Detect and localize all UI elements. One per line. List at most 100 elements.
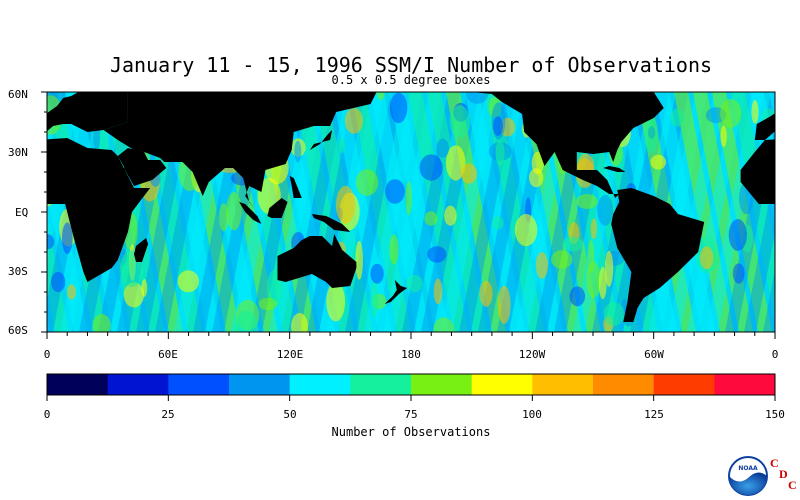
- swath-patch: [177, 270, 200, 293]
- swath-patch: [326, 282, 346, 322]
- swath-patch: [699, 246, 714, 270]
- lat-label-60s: 60S: [8, 324, 28, 337]
- swath-patch: [66, 284, 77, 300]
- cb-label-50: 50: [283, 408, 296, 421]
- africa-landmass: [47, 138, 151, 282]
- swath-patch: [598, 266, 607, 300]
- cb-label-25: 25: [161, 408, 174, 421]
- swath-patch: [650, 154, 667, 170]
- longitude-ticks: [46, 332, 776, 339]
- swath-band: [503, 92, 563, 332]
- swath-patch: [531, 151, 544, 175]
- swath-patch: [514, 214, 538, 247]
- africa-landmass: [740, 139, 775, 204]
- swath-band: [744, 170, 775, 332]
- swath-patch: [732, 263, 745, 284]
- swath-patch: [575, 194, 599, 209]
- lon-label-60e: 60E: [158, 348, 178, 361]
- madagascar-landmass: [134, 238, 149, 262]
- swath-patch: [644, 116, 659, 154]
- swath-patch: [728, 219, 747, 251]
- swath-patch: [603, 302, 625, 326]
- colorbar-swatch: [714, 374, 776, 395]
- lon-label-180: 180: [401, 348, 421, 361]
- swath-patch: [492, 216, 504, 230]
- lat-label-eq: EQ: [15, 206, 28, 219]
- swath-patch: [720, 99, 742, 128]
- cdc-logo: C D C: [770, 456, 797, 492]
- swath-band: [370, 92, 430, 332]
- swath-patch: [406, 275, 423, 293]
- swath-band: [782, 92, 800, 332]
- chart-subtitle: 0.5 x 0.5 degree boxes: [332, 73, 491, 87]
- lon-label-60w: 60W: [644, 348, 664, 361]
- samerica-landmass: [611, 188, 705, 322]
- swath-patch: [604, 250, 614, 287]
- lat-label-60n: 60N: [8, 88, 28, 101]
- swath-patch: [370, 280, 379, 318]
- swath-patch: [465, 92, 489, 104]
- colorbar-swatch: [47, 374, 109, 395]
- swath-patch: [123, 282, 145, 308]
- map-panel: [41, 91, 800, 339]
- arabia-landmass: [117, 148, 167, 186]
- swath-patch: [141, 279, 148, 297]
- colorbar-swatch: [168, 374, 230, 395]
- swath-patch: [370, 263, 384, 284]
- latitude-labels: 60N 30N EQ 30S 60S: [8, 88, 28, 337]
- cdc-letter-c1: C: [770, 456, 779, 470]
- swath-band: [674, 92, 734, 332]
- swath-patch: [93, 314, 111, 332]
- noaa-logo-text: NOAA: [738, 465, 758, 472]
- cb-label-125: 125: [644, 408, 664, 421]
- swath-patch: [385, 179, 405, 204]
- swath-band: [788, 92, 800, 332]
- swath-band: [351, 92, 411, 332]
- swath-band: [104, 92, 164, 332]
- asia-landmass: [103, 92, 377, 210]
- newguinea-landmass: [311, 214, 351, 232]
- swath-patch: [550, 250, 573, 269]
- swath-patch: [445, 145, 466, 181]
- swath-band: [47, 316, 50, 332]
- colorbar-title: Number of Observations: [332, 425, 491, 439]
- cb-label-100: 100: [522, 408, 542, 421]
- swath-patch: [389, 234, 399, 265]
- swath-patch: [335, 185, 356, 224]
- cb-label-150: 150: [765, 408, 785, 421]
- landmasses: [47, 92, 775, 322]
- swath-patch: [389, 92, 408, 124]
- lon-label-0-east: 0: [772, 348, 779, 361]
- colorbar-swatch: [350, 374, 412, 395]
- swath-patch: [62, 222, 73, 254]
- sumatra-landmass: [239, 202, 262, 224]
- swath-patch: [436, 138, 450, 158]
- swath-patch: [50, 271, 66, 293]
- philippines-landmass: [289, 176, 302, 198]
- nz-landmass: [384, 280, 407, 304]
- swath-patch: [405, 181, 412, 216]
- colorbar-swatch: [593, 374, 655, 395]
- swath-band: [655, 92, 715, 332]
- colorbar-swatch: [289, 374, 351, 395]
- swath-patch: [497, 285, 511, 324]
- colorbar-swatch: [229, 374, 291, 395]
- colorbar: [46, 373, 776, 396]
- swath-patch: [433, 317, 455, 332]
- swath-patch: [444, 205, 457, 226]
- swath-patch: [258, 297, 278, 311]
- swath-patch: [376, 92, 385, 101]
- swath-patch: [355, 169, 379, 196]
- colorbar-tick-labels: 0 25 50 75 100 125 150: [44, 408, 785, 421]
- australia-landmass: [277, 234, 357, 288]
- swath-patch: [294, 140, 302, 163]
- swath-patch: [291, 313, 308, 332]
- swath-patch: [562, 236, 584, 252]
- colorbar-ticks: [46, 395, 776, 401]
- lat-label-30s: 30S: [8, 265, 28, 278]
- swath-patch: [419, 154, 443, 181]
- colorbar-swatch: [532, 374, 594, 395]
- cdc-letter-c2: C: [788, 478, 797, 492]
- lat-label-30n: 30N: [8, 146, 28, 159]
